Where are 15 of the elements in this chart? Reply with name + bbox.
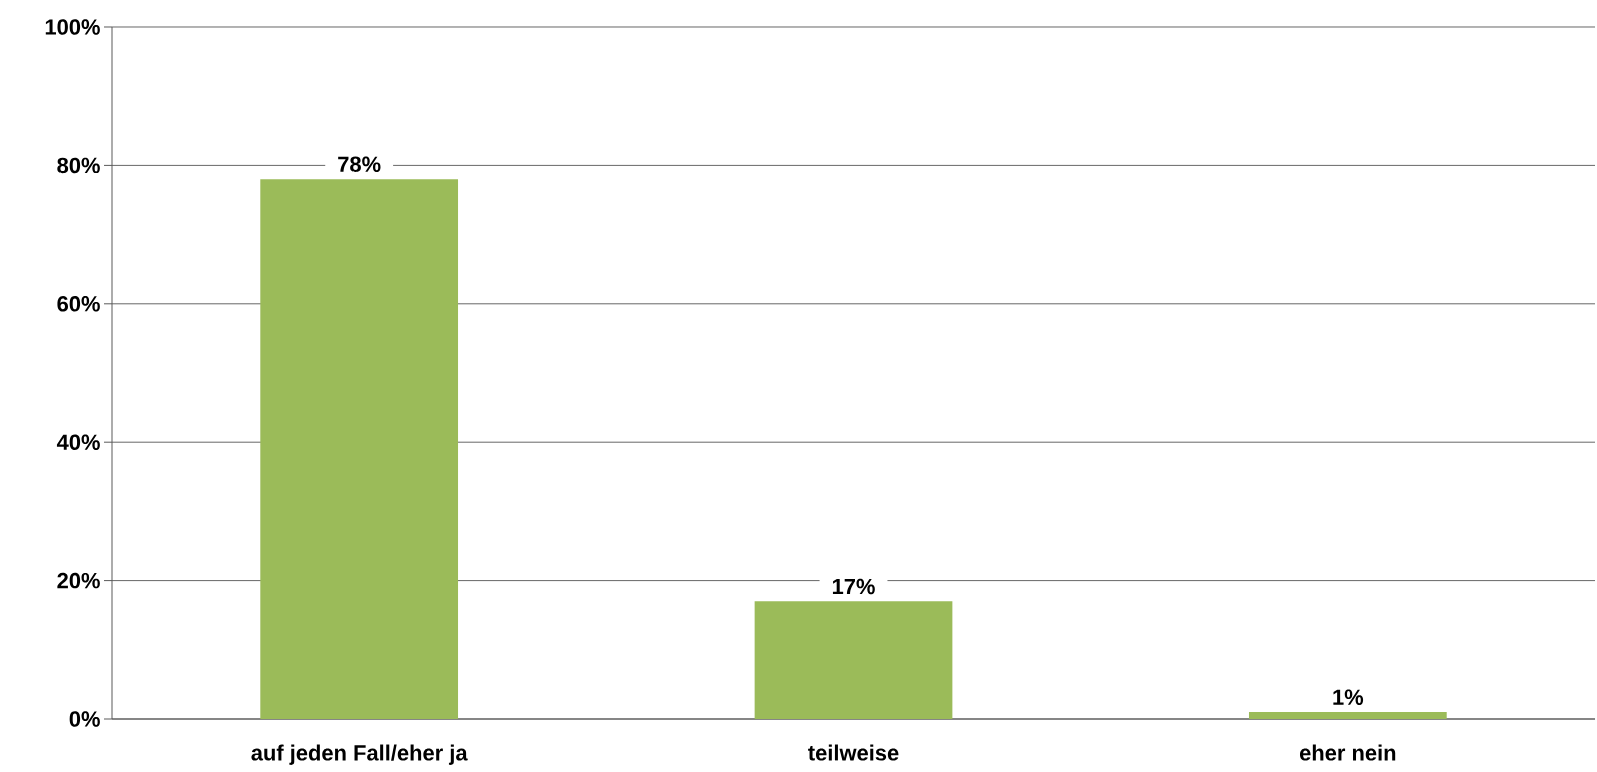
y-tick-label: 100% bbox=[45, 19, 100, 35]
x-tick-label: auf jeden Fall/eher ja bbox=[251, 744, 468, 765]
x-tick-label: eher nein bbox=[1299, 744, 1396, 761]
bar bbox=[754, 601, 953, 719]
y-tick-label: 80% bbox=[57, 157, 100, 174]
x-tick-label: teilweise bbox=[808, 744, 899, 761]
y-tick-label: 20% bbox=[57, 572, 100, 589]
y-tick-label: 0% bbox=[69, 711, 100, 727]
bar bbox=[260, 179, 459, 719]
y-tick-label: 40% bbox=[56, 434, 100, 450]
data-label: 17% bbox=[832, 578, 875, 595]
data-label: 1% bbox=[1333, 689, 1364, 705]
y-tick-label: 60% bbox=[57, 296, 100, 312]
data-label: 78% bbox=[338, 156, 381, 173]
bar bbox=[1248, 712, 1447, 719]
